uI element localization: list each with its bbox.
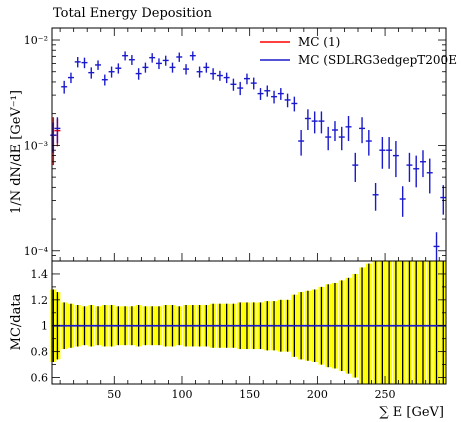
main-points-layer <box>50 51 447 261</box>
x-tick-label: 150 <box>239 388 260 401</box>
y-tick-label: 10⁻² <box>24 34 48 47</box>
main-y-ticks: 10⁻⁴ 10⁻³ 10⁻² <box>24 34 446 262</box>
ratio-y-axis-label: MC/data <box>9 293 24 350</box>
y-tick-label: 10⁻⁴ <box>24 245 49 258</box>
ratio-y-ticks: 0.6 0.8 1 1.2 1.4 <box>31 268 446 385</box>
chart-title: Total Energy Deposition <box>53 6 213 21</box>
y-tick-label: 10⁻³ <box>24 139 48 152</box>
ratio-tick-label: 0.8 <box>31 346 49 359</box>
legend-label-mc-sdlrg: MC (SDLRG3edgepT200E <box>298 53 457 67</box>
ratio-tick-label: 1 <box>41 320 48 333</box>
legend: MC (1) MC (SDLRG3edgepT200E <box>260 35 457 67</box>
ratio-plot-frame <box>51 260 447 385</box>
x-tick-label: 100 <box>171 388 192 401</box>
y-axis-label: 1/N dN/dE [GeV⁻¹] <box>9 90 24 214</box>
legend-label-mc1: MC (1) <box>298 35 340 49</box>
ratio-band-layer <box>50 261 447 384</box>
x-tick-label: 50 <box>107 388 121 401</box>
x-axis-label: ∑ E [GeV] <box>379 405 444 420</box>
ratio-tick-label: 1.4 <box>31 268 49 281</box>
ratio-tick-label: 0.6 <box>31 372 49 385</box>
x-ticks: 50 100 150 200 250 <box>59 28 440 401</box>
x-tick-label: 200 <box>307 388 328 401</box>
x-tick-label: 250 <box>375 388 396 401</box>
ratio-tick-label: 1.2 <box>31 294 49 307</box>
